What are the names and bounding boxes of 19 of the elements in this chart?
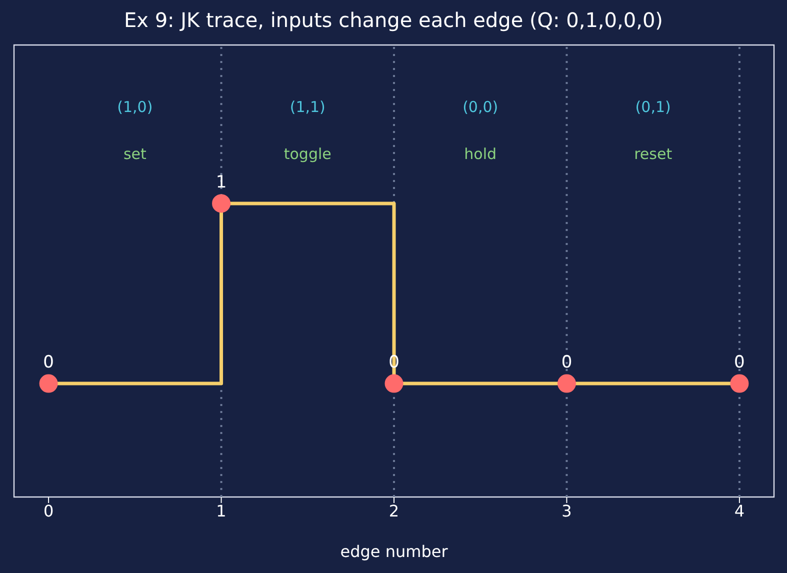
data-label: 1: [216, 172, 227, 192]
text: (1,1): [288, 98, 326, 116]
text: (1,0): [116, 98, 154, 116]
x-tick-label: 4: [734, 501, 745, 520]
x-tick-label: 1: [216, 501, 226, 520]
data-label: 0: [561, 352, 572, 373]
x-tick-label: 2: [388, 501, 400, 520]
text: toggle: [282, 145, 332, 163]
text: reset: [633, 145, 674, 163]
data-label: 0: [734, 352, 745, 373]
x-tick-label: 0: [43, 501, 54, 520]
x-axis-title: edge number: [340, 542, 448, 561]
data-label: 0: [43, 352, 54, 373]
text: hold: [463, 145, 498, 163]
x-tick-label: 3: [562, 501, 572, 520]
text: (0,0): [462, 98, 500, 116]
text: set: [122, 145, 148, 163]
chart-title: Ex 9: JK trace, inputs change each edge (Q: 0,1,0,0,0): [123, 8, 664, 32]
text: (0,1): [634, 98, 672, 116]
